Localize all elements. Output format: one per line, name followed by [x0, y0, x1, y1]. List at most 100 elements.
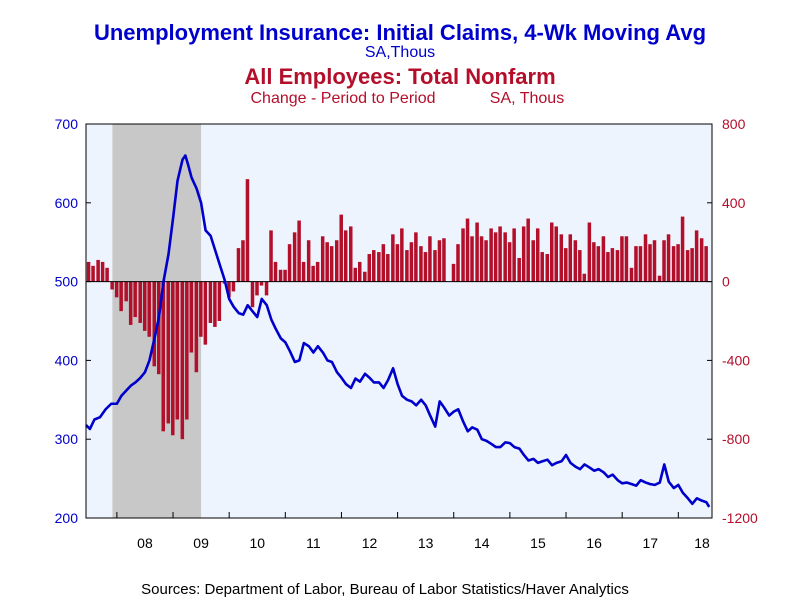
nonfarm-bar — [489, 228, 493, 282]
nonfarm-bar — [189, 281, 194, 353]
nonfarm-bar — [395, 244, 400, 282]
nonfarm-bar — [564, 248, 568, 282]
nonfarm-bar — [381, 244, 386, 282]
nonfarm-bar — [456, 244, 460, 282]
nonfarm-bar — [704, 246, 708, 282]
nonfarm-bar — [138, 281, 142, 323]
nonfarm-bar — [484, 240, 488, 282]
nonfarm-bar — [133, 281, 137, 318]
nonfarm-bar — [128, 281, 133, 325]
nonfarm-bar — [680, 216, 685, 282]
right-axis-label: -400 — [722, 352, 750, 368]
right-axis-label: -1200 — [722, 510, 758, 526]
nonfarm-bar — [629, 267, 634, 282]
nonfarm-bar — [475, 222, 479, 282]
nonfarm-bar — [124, 281, 128, 302]
nonfarm-bar — [114, 281, 119, 298]
nonfarm-bar — [203, 281, 208, 345]
nonfarm-bar — [634, 246, 638, 282]
x-axis-label: 14 — [474, 535, 490, 551]
nonfarm-bar — [171, 281, 175, 436]
nonfarm-bar — [479, 236, 484, 282]
nonfarm-bar — [147, 281, 151, 337]
chart-title: Unemployment Insurance: Initial Claims, … — [94, 20, 706, 45]
nonfarm-bar — [391, 234, 395, 282]
nonfarm-bar — [578, 250, 582, 282]
left-axis-label: 200 — [55, 510, 79, 526]
x-axis-label: 12 — [362, 535, 378, 551]
left-axis-label: 500 — [55, 274, 79, 290]
x-axis-label: 15 — [530, 535, 546, 551]
right-axis-label: 0 — [722, 274, 730, 290]
nonfarm-bar — [521, 226, 526, 282]
nonfarm-bar — [694, 230, 699, 282]
x-axis-label: 08 — [137, 535, 153, 551]
nonfarm-bar — [241, 240, 245, 282]
nonfarm-bar — [550, 222, 554, 282]
nonfarm-bar — [643, 234, 648, 282]
right-axis-label: 400 — [722, 195, 746, 211]
nonfarm-bar — [685, 250, 690, 282]
nonfarm-bar — [559, 234, 564, 282]
nonfarm-bar — [349, 226, 353, 282]
nonfarm-bar — [236, 248, 241, 282]
nonfarm-bar — [264, 281, 269, 296]
right-axis-label: -800 — [722, 431, 750, 447]
claims-line — [85, 154, 711, 508]
nonfarm-bar — [657, 275, 662, 282]
nonfarm-bar — [343, 230, 348, 282]
nonfarm-bar — [96, 259, 100, 282]
nonfarm-bar — [386, 254, 390, 282]
nonfarm-bar — [442, 238, 446, 282]
nonfarm-bar — [606, 252, 610, 282]
nonfarm-bar — [166, 281, 171, 424]
nonfarm-bar — [91, 265, 95, 282]
plot-area: 200 300 400 500 600 700 -1200 -800 -400 0 400 800 08… — [55, 116, 758, 551]
nonfarm-bar — [152, 281, 157, 367]
nonfarm-bar — [367, 254, 372, 282]
nonfarm-bar — [503, 232, 507, 282]
nonfarm-bar — [545, 254, 550, 282]
nonfarm-bar — [507, 242, 512, 282]
plot-frame — [85, 123, 713, 519]
right-axis-label: 800 — [722, 116, 746, 132]
nonfarm-bar — [666, 234, 671, 282]
nonfarm-bar — [334, 240, 339, 282]
nonfarm-bar — [377, 252, 381, 282]
x-axis-label: 16 — [586, 535, 602, 551]
nonfarm-bar — [470, 236, 474, 282]
nonfarm-bar — [465, 218, 470, 282]
nonfarm-bar — [648, 244, 652, 282]
nonfarm-bar — [531, 240, 535, 282]
chart-subtitle-units-b: SA, Thous — [490, 90, 564, 107]
nonfarm-bar — [119, 281, 123, 312]
nonfarm-bar — [250, 281, 255, 308]
nonfarm-bar — [273, 261, 278, 282]
nonfarm-bar — [161, 281, 165, 432]
nonfarm-bar — [86, 261, 91, 282]
nonfarm-bar — [512, 228, 516, 282]
nonfarm-bar — [259, 281, 264, 286]
nonfarm-bar — [676, 244, 680, 282]
nonfarm-bar — [601, 236, 606, 282]
nonfarm-bar — [245, 179, 250, 282]
nonfarm-bar — [419, 246, 423, 282]
nonfarm-bar — [620, 236, 624, 282]
nonfarm-bar — [400, 228, 404, 282]
nonfarm-bar — [624, 236, 629, 282]
nonfarm-bar — [175, 281, 180, 420]
nonfarm-bar — [690, 248, 694, 282]
nonfarm-bar — [372, 250, 376, 282]
nonfarm-bar — [110, 281, 114, 290]
nonfarm-bar — [414, 232, 418, 282]
nonfarm-bar — [142, 281, 147, 331]
x-axis-label: 11 — [306, 535, 321, 551]
left-axis-label: 300 — [55, 431, 79, 447]
nonfarm-bar — [199, 281, 203, 337]
nonfarm-bar — [287, 244, 292, 282]
nonfarm-bar — [329, 246, 334, 282]
left-axis-label: 400 — [55, 352, 79, 368]
nonfarm-bar — [213, 281, 217, 327]
nonfarm-bar — [292, 232, 297, 282]
